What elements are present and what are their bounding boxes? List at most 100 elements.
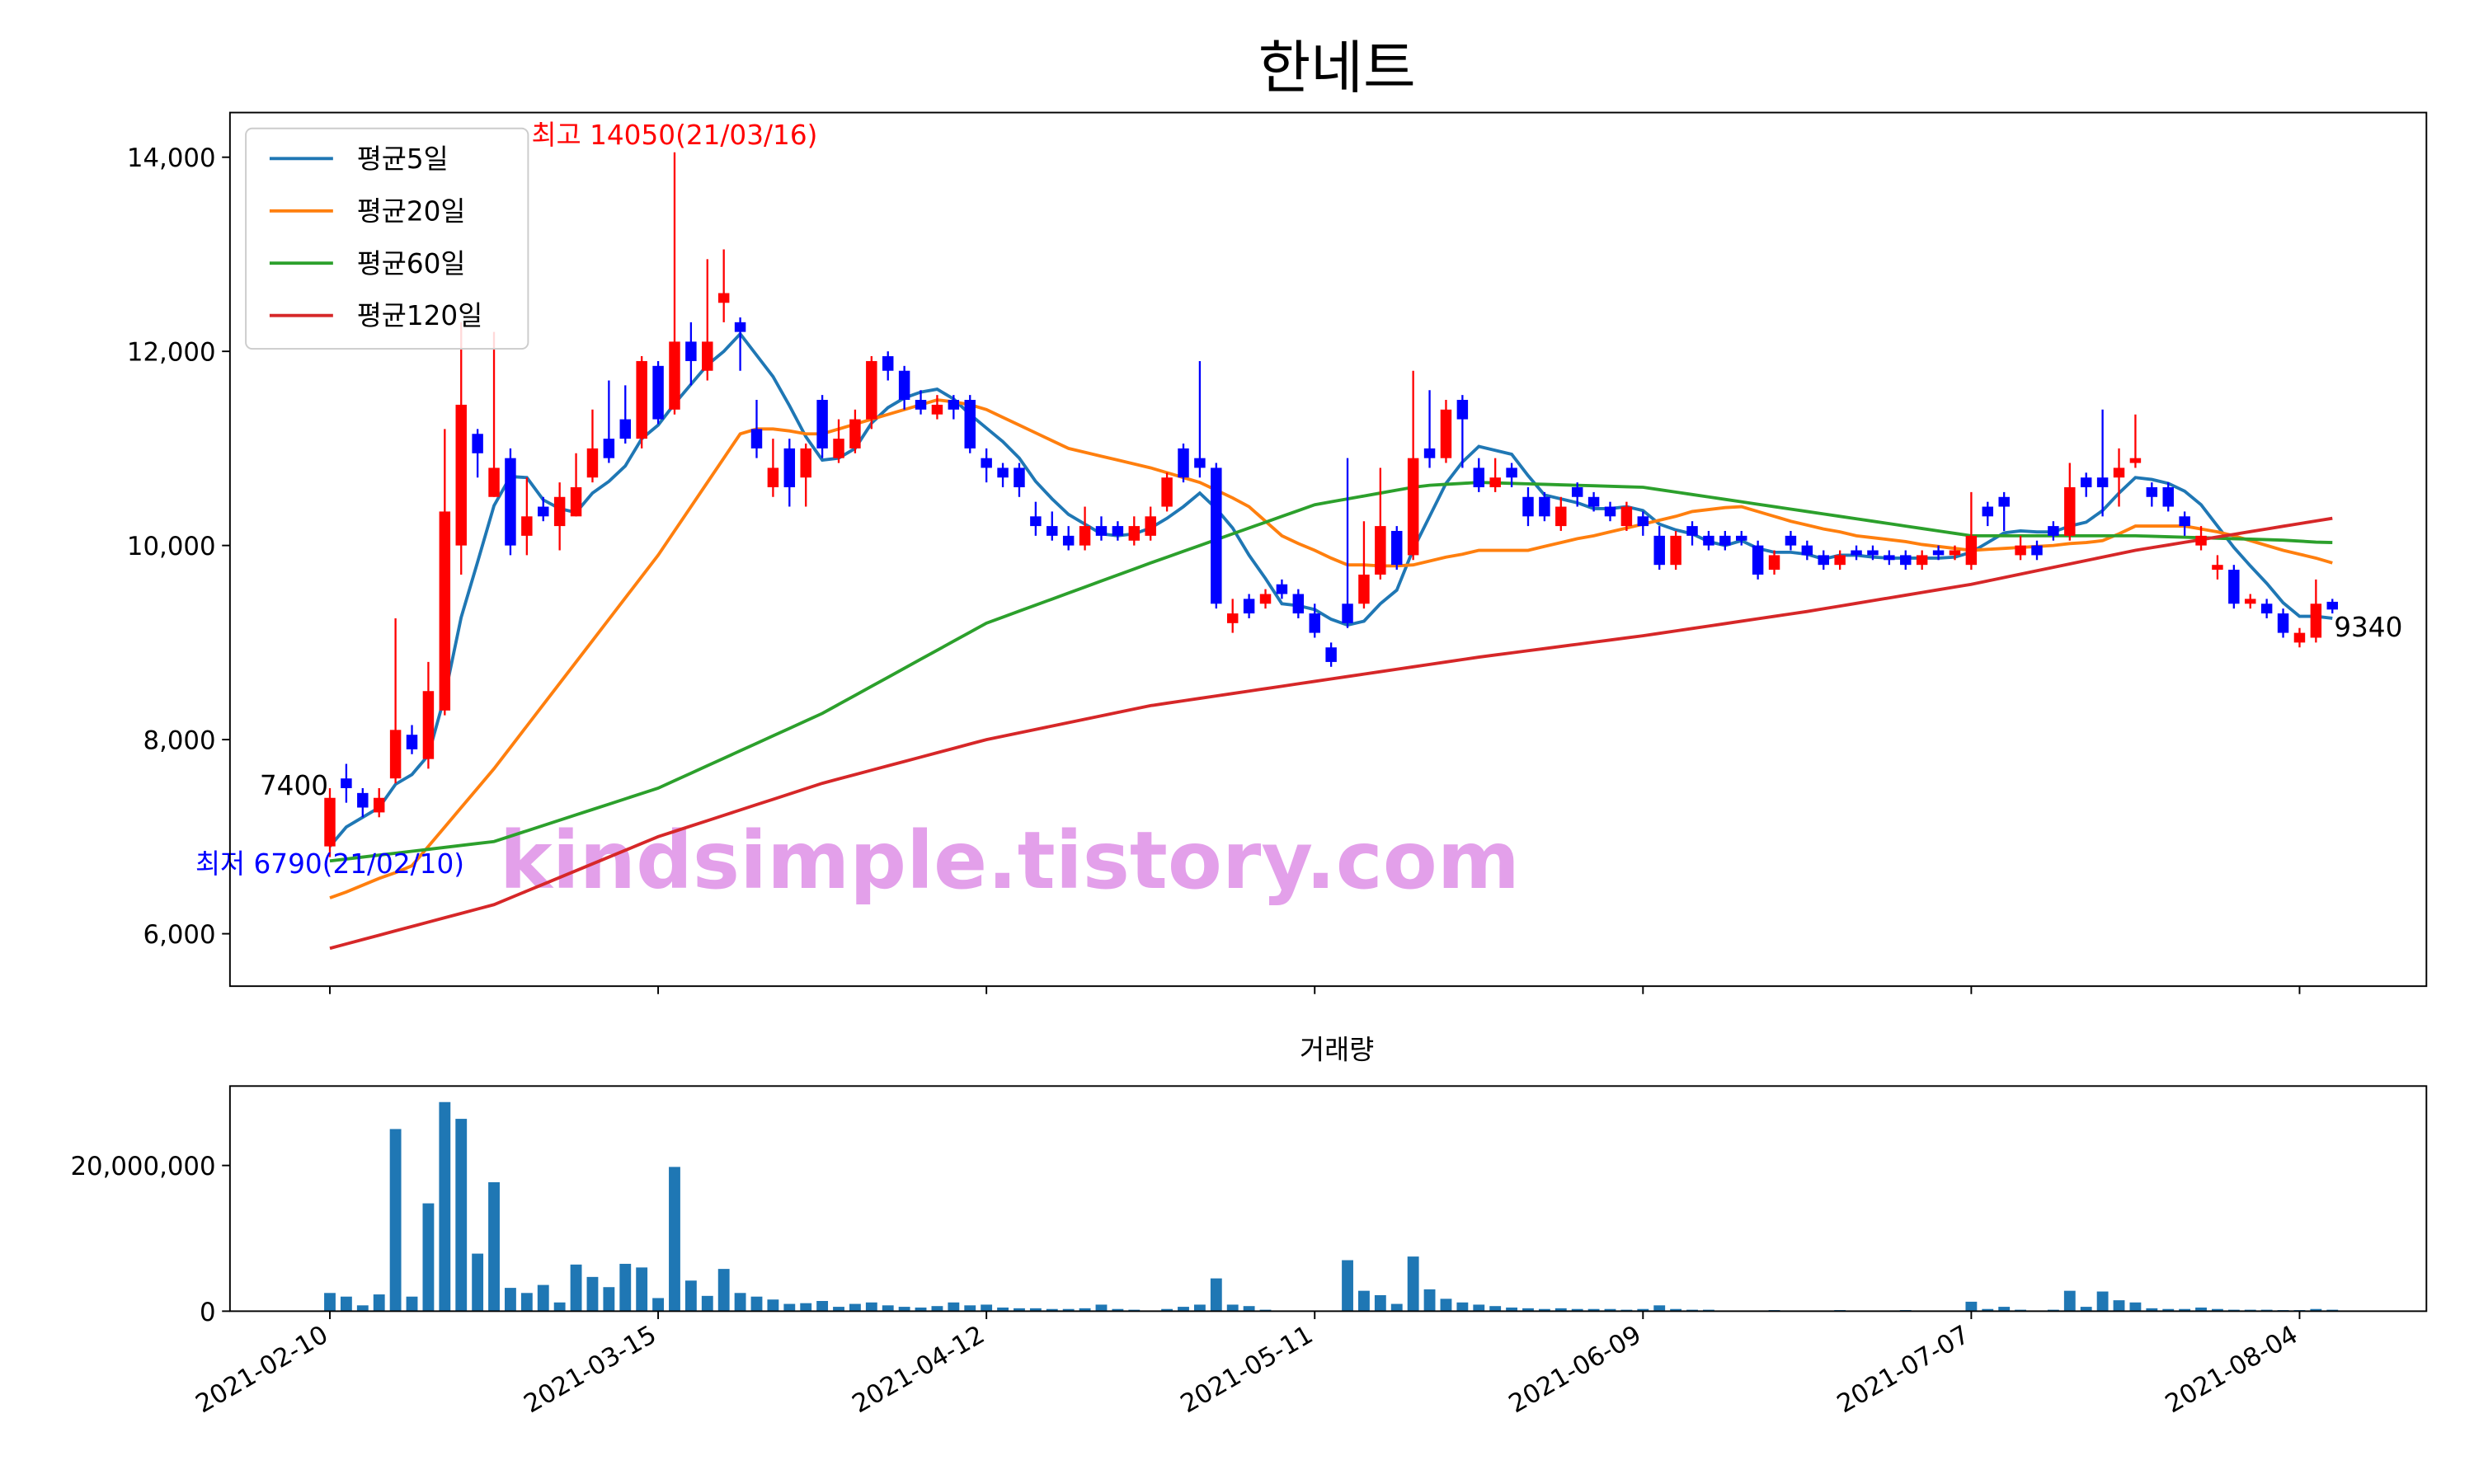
y-tick-label: 14,000 (127, 143, 216, 173)
chart-title: 한네트 (1258, 35, 1416, 101)
candle-body (1276, 584, 1288, 594)
volume-bar (2096, 1291, 2109, 1312)
volume-bar (537, 1284, 549, 1312)
candle (1194, 360, 1206, 478)
candle (1587, 491, 1600, 512)
candle (1407, 370, 1419, 561)
candle-body (2179, 516, 2190, 527)
volume-bar (783, 1303, 796, 1312)
candle (1752, 540, 1764, 580)
candle-body (1506, 467, 1517, 478)
candle (439, 429, 451, 716)
volume-bar (1390, 1303, 1403, 1312)
candle-body (1161, 477, 1173, 507)
first-close-label: 7400 (260, 770, 328, 801)
candle (1637, 511, 1649, 536)
candle (521, 477, 533, 556)
volume-bar (1653, 1305, 1666, 1312)
candle-body (2064, 486, 2076, 536)
candle (1112, 521, 1124, 541)
ma-line (329, 481, 2333, 863)
candle (1703, 530, 1714, 551)
last-close-label: 9340 (2334, 612, 2402, 643)
volume-bar (2146, 1308, 2158, 1312)
candle (1079, 506, 1091, 551)
candle (586, 409, 599, 483)
candle (1916, 550, 1928, 571)
volume-bar (324, 1293, 336, 1312)
y-tick-label: 0 (200, 1298, 216, 1327)
candle-body (1358, 574, 1370, 604)
candle (2245, 594, 2256, 609)
volume-bar (488, 1181, 500, 1312)
candle (1884, 550, 1895, 566)
volume-bar (882, 1305, 894, 1312)
candle-body (1047, 526, 1058, 536)
y-tick-label: 12,000 (127, 338, 216, 368)
candle (833, 419, 844, 463)
candle-body (685, 341, 697, 361)
candle-body (1128, 526, 1141, 541)
candle-body (1571, 486, 1583, 497)
candle (1900, 550, 1912, 571)
candle-body (1604, 506, 1616, 517)
candle (1095, 516, 1108, 541)
legend-label: 평균20일 (357, 195, 466, 227)
volume-bar (898, 1307, 910, 1312)
candle (915, 390, 927, 415)
candle (2080, 472, 2092, 497)
candle-body (1752, 545, 1764, 575)
volume-bar (717, 1269, 730, 1312)
candle (1653, 526, 1665, 571)
candle (1801, 540, 1813, 561)
candle-body (389, 730, 402, 779)
volume-bar (1342, 1260, 1353, 1312)
volume-bar (1604, 1308, 1616, 1312)
candle (734, 317, 746, 371)
candle-body (1719, 535, 1731, 546)
candle (702, 259, 713, 381)
candle-body (455, 404, 467, 546)
candle (717, 249, 730, 322)
candle-body (767, 467, 779, 487)
candle-body (816, 400, 828, 448)
candle (2212, 555, 2223, 580)
candle-body (472, 434, 483, 453)
candle-body (1785, 535, 1797, 546)
candle-body (1637, 516, 1649, 527)
candle-body (2015, 545, 2026, 556)
candle-body (422, 691, 435, 759)
candle-body (1309, 613, 1320, 633)
candle-body (2031, 545, 2043, 556)
volume-bar (1243, 1306, 1255, 1312)
candle-body (1014, 467, 1025, 487)
candle (1440, 400, 1452, 463)
volume-bar (767, 1299, 779, 1312)
volume-bar (1079, 1308, 1091, 1312)
candle-body (570, 486, 582, 517)
candle-body (1145, 516, 1156, 536)
candle-body (1653, 535, 1665, 566)
volume-title: 거래량 (1300, 1035, 1374, 1066)
candle-body (2260, 603, 2273, 614)
candle (455, 322, 467, 575)
candle (505, 448, 516, 556)
candle-body (1851, 550, 1862, 556)
volume-bar (389, 1129, 402, 1312)
candle (570, 453, 582, 517)
candle (1489, 458, 1501, 492)
candle (2228, 565, 2240, 609)
candle-body (357, 792, 369, 808)
volume-bar (422, 1203, 435, 1312)
volume-bar (340, 1296, 352, 1312)
candle (1128, 516, 1141, 546)
candle (767, 439, 779, 497)
candle-body (1736, 535, 1747, 541)
candle (2277, 608, 2289, 638)
candle (1178, 444, 1189, 483)
candle-body (652, 365, 664, 420)
candle-body (2228, 570, 2240, 604)
candle-body (1768, 555, 1780, 571)
candle (1292, 589, 1305, 618)
